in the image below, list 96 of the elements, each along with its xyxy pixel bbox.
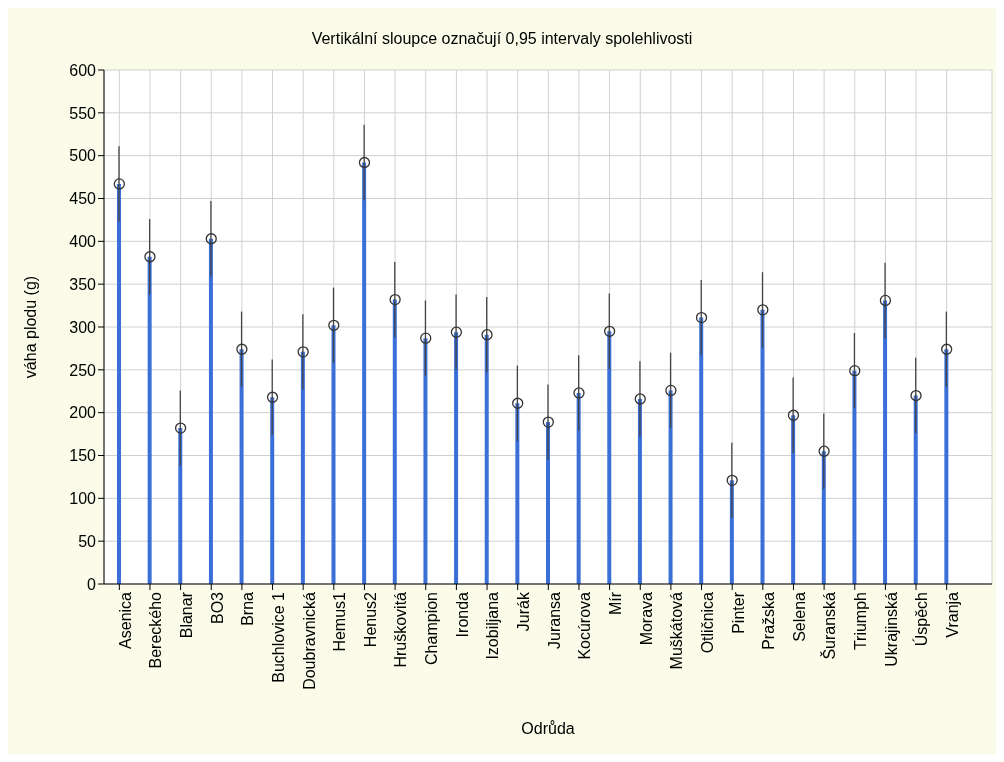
chart-title: Vertikální sloupce označují 0,95 intervaly spolehlivosti [310,30,694,48]
point [389,293,401,306]
bar [331,325,336,584]
bar [178,428,183,584]
bar [576,392,581,584]
bar [607,331,612,584]
bar [913,395,918,584]
point [818,445,830,457]
point [573,387,585,399]
bar [423,338,428,584]
y-tick-label: 600 [69,61,97,79]
bar [270,397,275,584]
x-tick-label: Henus2 [361,591,379,648]
y-tick-label: 400 [69,233,97,251]
point [849,365,861,377]
bar [821,451,826,584]
point [726,474,738,486]
y-tick-label: 450 [69,190,97,208]
bar [208,238,213,584]
x-tick-label: Hruškovitá [392,591,410,668]
bar [300,351,305,584]
x-tick-label: Vranja [944,591,962,638]
x-tick-label: Ironda [453,591,471,638]
x-tick-label: Úspěch [912,592,931,647]
x-tick-label: Mír [606,591,624,616]
x-tick-label: Blanar [177,591,195,639]
bar [668,390,673,584]
x-tick-label: Triumph [852,592,870,651]
x-tick-label: Šuranská [820,591,839,660]
bar [362,162,367,584]
y-axis-title: váha plodu (g) [21,275,39,379]
point [757,304,769,316]
bar [883,300,888,584]
point [144,251,156,263]
y-tick-label: 150 [69,447,97,465]
y-tick-label: 200 [69,404,97,422]
x-tick-label: Asenica [116,591,134,649]
y-tick-label: 50 [78,532,97,550]
x-tick-label: Ukrajinská [882,591,900,667]
point [174,422,187,434]
point [941,343,953,355]
x-tick-label: Muškátová [668,591,686,670]
point [481,329,493,341]
x-axis-title: Odrůda [521,720,575,737]
x-tick-label: Bereckého [147,591,165,669]
bar [117,183,121,584]
point [358,156,371,169]
x-tick-label: Pražska [760,591,778,650]
y-tick-label: 0 [87,575,97,593]
bar [760,309,765,584]
point [512,397,524,409]
bar [852,370,857,584]
point [634,393,646,405]
x-tick-label: Champion [423,592,441,665]
point [420,332,432,344]
bar [392,299,397,584]
point [542,416,554,428]
point [328,319,340,331]
x-tick-label: Izobiljana [484,591,502,660]
point [879,294,892,307]
point [695,311,708,324]
bar [699,317,704,584]
x-tick-label: Selena [790,591,808,642]
y-tick-label: 350 [69,275,97,293]
bar [454,332,459,584]
point [266,391,279,403]
point [205,233,217,245]
x-tick-label: BO3 [208,591,226,625]
point [113,178,125,190]
x-tick-label: Kocúrova [576,591,594,660]
point [910,389,922,402]
x-tick-label: Buchlovice 1 [269,591,287,683]
x-tick-label: Otličnica [698,591,716,654]
x-tick-label: Morava [637,591,655,646]
point [450,326,463,338]
point [297,346,309,358]
bar [147,256,152,584]
x-tick-label: Brna [239,591,257,626]
x-tick-label: Doubravnická [300,591,318,690]
point [603,325,616,337]
y-tick-label: 550 [69,104,97,122]
x-tick-label: Juransa [545,591,563,649]
point [236,343,248,355]
x-tick-label: Jurák [515,591,533,632]
point [665,384,677,397]
y-tick-label: 100 [69,490,97,508]
y-tick-label: 300 [69,318,97,336]
x-tick-label: Hemus1 [331,591,349,652]
x-tick-label: Pinter [729,591,747,634]
y-tick-label: 500 [69,147,97,165]
bar [239,349,244,584]
bar [515,403,520,584]
point [787,409,800,421]
bar [484,334,489,584]
bar [944,349,949,584]
y-tick-label: 250 [69,361,97,379]
